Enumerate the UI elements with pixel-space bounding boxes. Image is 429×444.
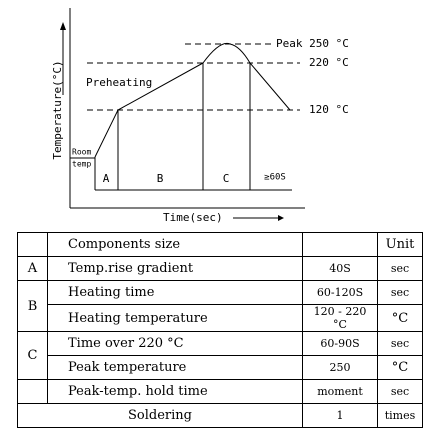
cell: A bbox=[17, 256, 48, 281]
cell: sec bbox=[377, 379, 423, 404]
zone-label: ≥60S bbox=[264, 173, 286, 183]
cell: 120 - 220 °C bbox=[302, 304, 378, 332]
phase-label: Preheating bbox=[86, 76, 152, 89]
cell: 60-90S bbox=[302, 331, 378, 356]
cell: Temp.rise gradient bbox=[47, 256, 303, 281]
cell: Heating temperature bbox=[47, 304, 303, 332]
cell: sec bbox=[377, 256, 423, 281]
cell: 60-120S bbox=[302, 280, 378, 305]
cell: Components size bbox=[47, 232, 303, 257]
cell: 40S bbox=[302, 256, 378, 281]
cell: Soldering bbox=[17, 403, 303, 428]
room-label: Room bbox=[72, 148, 91, 157]
zone-label: C bbox=[223, 172, 230, 185]
x-axis-label: Time(sec) bbox=[163, 211, 223, 224]
reflow-diagram: Temperature(°C) Time(sec) Peak 250 °C 22… bbox=[51, 8, 349, 224]
zone-label: A bbox=[103, 172, 110, 185]
cell: °C bbox=[377, 304, 423, 332]
header-row: Components size Unit bbox=[17, 232, 423, 257]
level-label: 120 °C bbox=[309, 103, 349, 116]
cell: Time over 220 °C bbox=[47, 331, 303, 356]
cell: 1 bbox=[302, 403, 378, 428]
spec-table: Components size Unit A Temp.rise gradient 4… bbox=[17, 232, 423, 428]
y-axis-label: Temperature(°C) bbox=[51, 60, 64, 159]
cell: times bbox=[377, 403, 423, 428]
cell: Heating time bbox=[47, 280, 303, 305]
zone-label: B bbox=[157, 172, 164, 185]
room-label: temp bbox=[72, 160, 91, 169]
cell: Unit bbox=[377, 232, 423, 257]
cell: C bbox=[17, 331, 48, 380]
level-label: 220 °C bbox=[309, 56, 349, 69]
cell: Peak-temp. hold time bbox=[47, 379, 303, 404]
cell: B bbox=[17, 280, 48, 332]
cell: moment bbox=[302, 379, 378, 404]
cell: 250 bbox=[302, 355, 378, 380]
cell: Peak temperature bbox=[47, 355, 303, 380]
cell: sec bbox=[377, 331, 423, 356]
cell: sec bbox=[377, 280, 423, 305]
peak-label: Peak 250 °C bbox=[276, 37, 349, 50]
cell: °C bbox=[377, 355, 423, 380]
